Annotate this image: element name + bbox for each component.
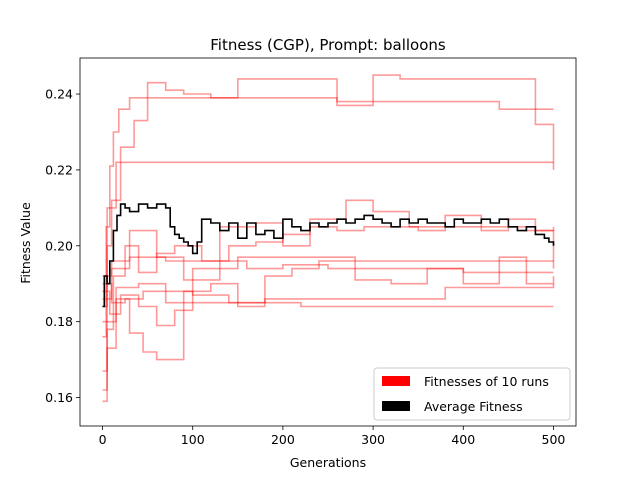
x-tick-label: 500 <box>542 432 566 447</box>
x-tick-label: 0 <box>99 432 107 447</box>
run-line-2 <box>102 74 555 391</box>
y-tick-label: 0.20 <box>45 238 73 253</box>
axes: 0 100 200 300 400 500 0.16 0.18 0.20 0.22 0.24 <box>45 57 577 447</box>
run-line-4 <box>102 199 555 300</box>
x-axis-label: Generations <box>290 455 366 470</box>
y-tick-label: 0.16 <box>45 390 73 405</box>
legend-label-average: Average Fitness <box>424 399 523 414</box>
chart-title: Fitness (CGP), Prompt: balloons <box>210 36 446 54</box>
run-line-8 <box>102 283 555 327</box>
y-tick-label: 0.22 <box>45 162 73 177</box>
x-tick-label: 300 <box>361 432 385 447</box>
run-line-7 <box>102 256 554 277</box>
run-line-3 <box>102 161 554 308</box>
plot-frame <box>79 57 577 427</box>
average-fitness-line <box>102 203 555 308</box>
run-line-5 <box>102 256 554 323</box>
legend-swatch-runs <box>382 376 410 386</box>
x-tick-label: 100 <box>181 432 205 447</box>
x-tick-label: 400 <box>451 432 475 447</box>
run-line-1 <box>102 97 554 338</box>
y-axis-label: Fitness Value <box>18 202 33 284</box>
run-line-9 <box>102 256 555 403</box>
plot-area <box>102 74 555 403</box>
y-tick-label: 0.24 <box>45 87 73 102</box>
legend-swatch-average <box>382 401 410 411</box>
legend: Fitnesses of 10 runs Average Fitness <box>373 367 571 421</box>
x-tick-label: 200 <box>271 432 295 447</box>
run-line-6 <box>102 282 554 308</box>
y-tick-label: 0.18 <box>45 314 73 329</box>
legend-label-runs: Fitnesses of 10 runs <box>424 374 549 389</box>
legend-frame <box>373 367 571 421</box>
